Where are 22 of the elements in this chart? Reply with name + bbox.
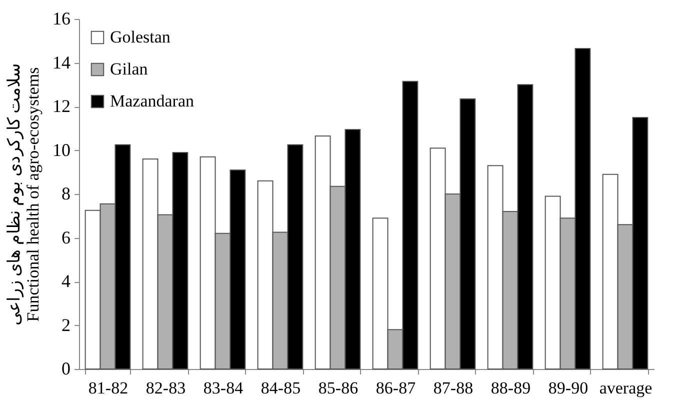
y-tick-label: 16 <box>52 8 70 28</box>
x-tick-label: 85-86 <box>318 378 358 398</box>
y-tick-label: 4 <box>62 271 70 291</box>
x-tick-label: 86-87 <box>376 378 416 398</box>
y-tick-label: 12 <box>52 96 70 116</box>
legend-label: Mazandaran <box>110 92 195 110</box>
y-tick-label: 14 <box>52 52 70 72</box>
y-tick-label: 2 <box>62 314 70 335</box>
x-tick-label: 82-83 <box>146 378 186 398</box>
x-tick-label: 89-90 <box>548 378 588 398</box>
y-tick-label: 0 <box>62 358 70 378</box>
y-tick-label: 8 <box>62 184 70 204</box>
x-tick-label: 81-82 <box>88 378 128 398</box>
legend-label: Golestan <box>110 28 171 46</box>
x-tick-label: average <box>599 378 652 398</box>
y-tick-label: 10 <box>52 140 70 160</box>
x-tick-label: 88-89 <box>490 378 531 398</box>
legend-label: Gilan <box>110 60 148 78</box>
y-tick-label: 6 <box>62 227 70 248</box>
x-tick-label: 87-88 <box>433 378 474 398</box>
x-tick-label: 83-84 <box>203 378 244 398</box>
x-tick-label: 84-85 <box>260 378 301 398</box>
